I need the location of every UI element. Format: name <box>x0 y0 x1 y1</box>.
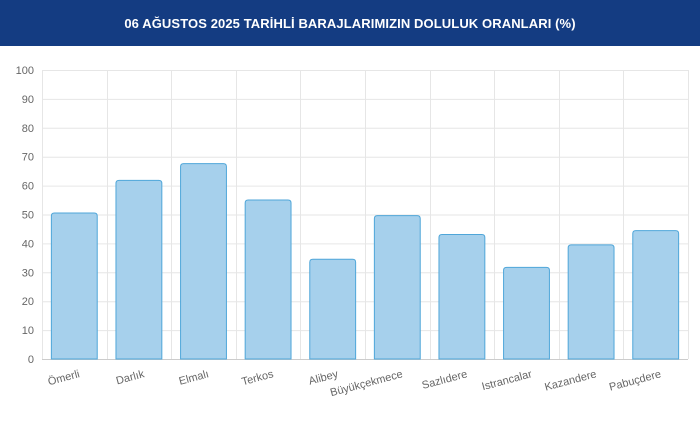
chart-title: 06 AĞUSTOS 2025 TARİHLİ BARAJLARIMIZIN D… <box>124 15 576 31</box>
x-category-label: Istrancalar <box>481 368 534 393</box>
y-tick-label: 80 <box>22 123 34 135</box>
x-axis-labels: Ömerli Darlık Elmalı Terkos AlibeyBüyükçekme… <box>47 368 663 399</box>
y-tick-label: 40 <box>22 238 34 250</box>
y-tick-label: 0 <box>28 354 34 366</box>
x-category-label: Ömerli <box>47 368 81 388</box>
bar-pabuçdere[interactable] <box>632 230 680 360</box>
x-category-label: Kazandere <box>543 368 598 393</box>
bar-ömerli[interactable] <box>50 212 98 360</box>
y-axis-ticks: 0 10 20 30 40 50 60 70 80 90 100 <box>16 65 34 366</box>
bar-büyükçekmece[interactable] <box>373 215 421 360</box>
bar-chart: 0 10 20 30 40 50 60 70 80 90 100 Ömerli Darlık Elmal… <box>16 65 689 399</box>
chart-title-bar: 06 AĞUSTOS 2025 TARİHLİ BARAJLARIMIZIN D… <box>0 0 700 46</box>
bar-darlık[interactable] <box>115 179 163 360</box>
x-category-label: Alibey <box>307 368 340 387</box>
y-tick-label: 100 <box>16 65 34 77</box>
bars <box>50 163 680 360</box>
y-tick-label: 20 <box>22 296 34 308</box>
bar-kazandere[interactable] <box>567 244 615 360</box>
y-tick-label: 70 <box>22 152 34 164</box>
y-tick-label: 50 <box>22 210 34 222</box>
y-tick-label: 90 <box>22 94 34 106</box>
x-category-label: Elmalı <box>178 368 211 388</box>
x-category-label: Pabuçdere <box>608 368 663 393</box>
x-category-label: Sazlıdere <box>421 368 469 392</box>
bar-alibey[interactable] <box>309 258 357 360</box>
x-category-label: Darlık <box>115 368 146 387</box>
y-tick-label: 10 <box>22 325 34 337</box>
x-category-label: Terkos <box>240 368 275 388</box>
x-category-label: Büyükçekmece <box>329 368 404 399</box>
bar-elmalı[interactable] <box>180 163 227 360</box>
y-tick-label: 60 <box>22 181 34 193</box>
bar-sazlıdere[interactable] <box>438 233 486 360</box>
y-tick-label: 30 <box>22 267 34 279</box>
bar-istrancalar[interactable] <box>503 266 550 360</box>
bar-terkos[interactable] <box>244 199 292 360</box>
